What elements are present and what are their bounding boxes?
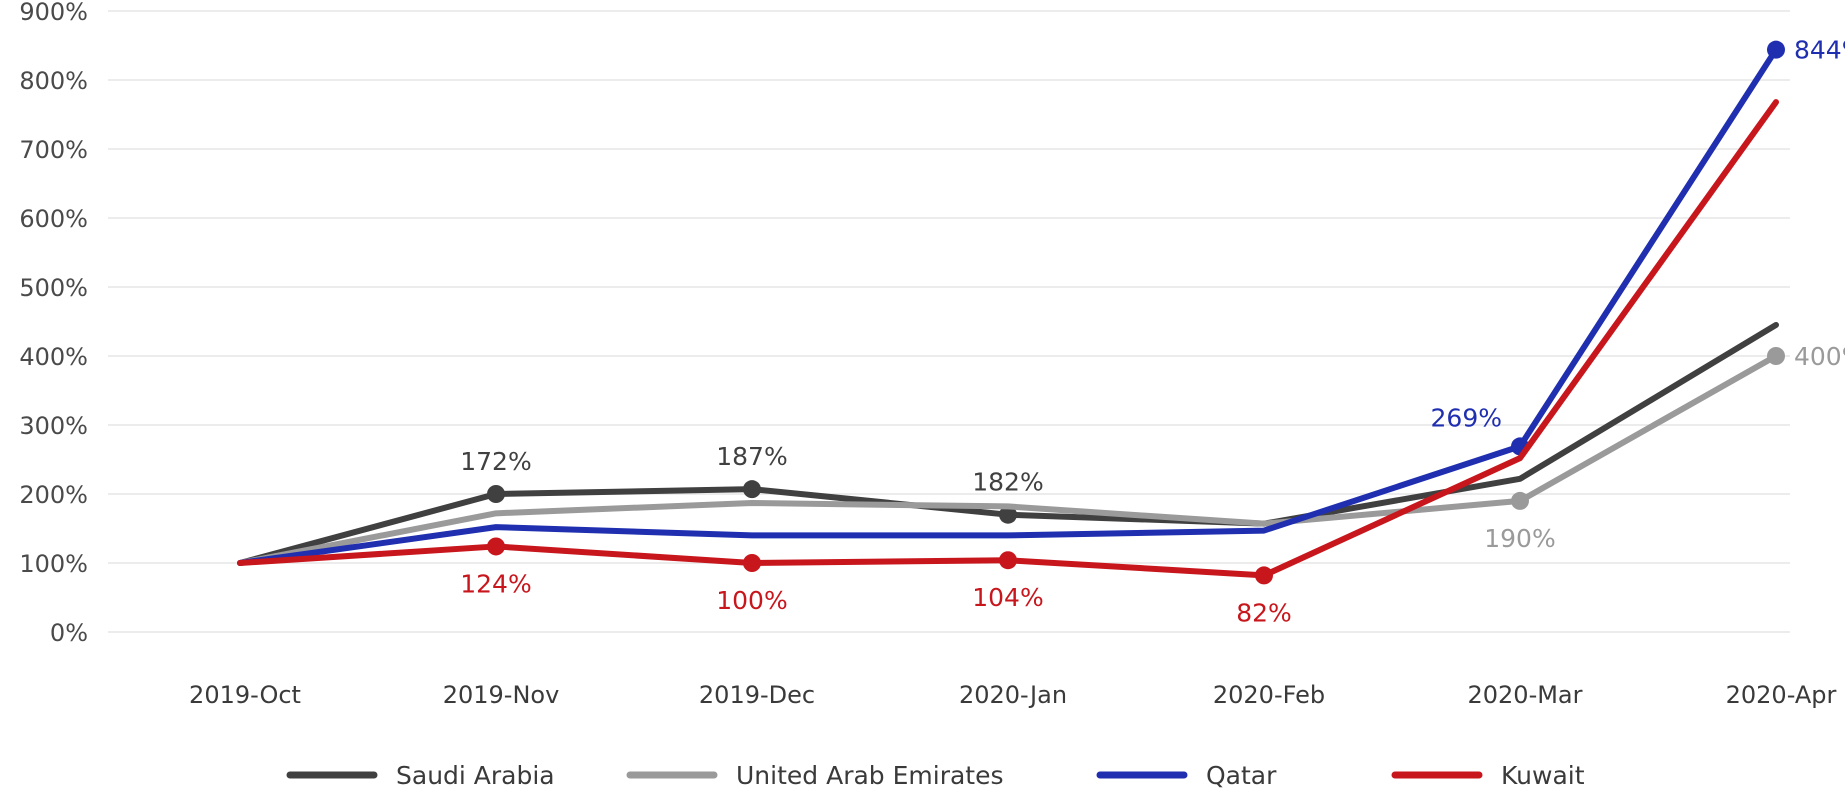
y-tick-label: 200% xyxy=(19,481,88,509)
y-tick-label: 400% xyxy=(19,343,88,371)
gridlines xyxy=(108,10,1790,633)
legend: Saudi Arabia United Arab Emirates Qatar Kuw… xyxy=(286,761,1585,790)
y-tick-label: 100% xyxy=(19,550,88,578)
data-label-kuwait: 100% xyxy=(716,586,787,615)
data-point-saudi-arabia xyxy=(743,480,761,499)
data-label-kuwait: 82% xyxy=(1236,598,1292,627)
data-point-saudi-arabia xyxy=(487,485,505,503)
data-point-united-arab-emirates xyxy=(1511,491,1529,510)
data-point-saudi-arabia xyxy=(999,505,1017,524)
legend-label-saudi-arabia: Saudi Arabia xyxy=(396,761,555,790)
data-labels: 172% 187% 182% 190% 400% 269% 844% 124% 100% 104%… xyxy=(460,36,1845,628)
data-label-saudi-arabia: 187% xyxy=(716,442,787,471)
data-label-united-arab-emirates: 400% xyxy=(1794,342,1845,371)
y-tick-label: 700% xyxy=(19,136,88,164)
y-tick-label: 0% xyxy=(50,619,88,647)
data-label-kuwait: 104% xyxy=(972,583,1043,612)
x-tick-label: 2020-Mar xyxy=(1467,681,1582,709)
data-label-qatar: 844% xyxy=(1794,36,1845,65)
legend-label-kuwait: Kuwait xyxy=(1501,761,1585,790)
data-point-kuwait xyxy=(1255,566,1273,585)
legend-label-united-arab-emirates: United Arab Emirates xyxy=(736,761,1004,790)
y-tick-label: 300% xyxy=(19,412,88,440)
x-tick-label: 2020-Jan xyxy=(959,681,1067,709)
x-tick-label: 2020-Feb xyxy=(1213,681,1325,709)
y-tick-label: 800% xyxy=(19,67,88,95)
data-point-kuwait xyxy=(999,551,1017,570)
data-point-qatar xyxy=(1767,40,1785,59)
data-point-kuwait xyxy=(743,554,761,572)
x-tick-label: 2019-Dec xyxy=(699,681,815,709)
data-label-saudi-arabia: 172% xyxy=(460,447,531,476)
data-label-kuwait: 124% xyxy=(460,569,531,598)
y-tick-label: 500% xyxy=(19,274,88,302)
x-axis: 2019-Oct 2019-Nov 2019-Dec 2020-Jan 2020-Feb… xyxy=(189,681,1836,709)
series-lines xyxy=(237,40,1785,585)
y-tick-label: 600% xyxy=(19,205,88,233)
data-point-united-arab-emirates xyxy=(1767,347,1785,365)
legend-label-qatar: Qatar xyxy=(1206,761,1277,790)
data-label-qatar: 269% xyxy=(1431,403,1502,432)
data-label-united-arab-emirates: 190% xyxy=(1484,524,1555,553)
data-label-saudi-arabia: 182% xyxy=(972,468,1043,497)
x-tick-label: 2019-Oct xyxy=(189,681,301,709)
y-axis: 0% 100% 200% 300% 400% 500% 600% 700% 800% 900% xyxy=(19,0,88,647)
data-point-kuwait xyxy=(487,537,505,556)
x-tick-label: 2019-Nov xyxy=(443,681,560,709)
x-tick-label: 2020-Apr xyxy=(1726,681,1837,709)
y-tick-label: 900% xyxy=(19,0,88,26)
